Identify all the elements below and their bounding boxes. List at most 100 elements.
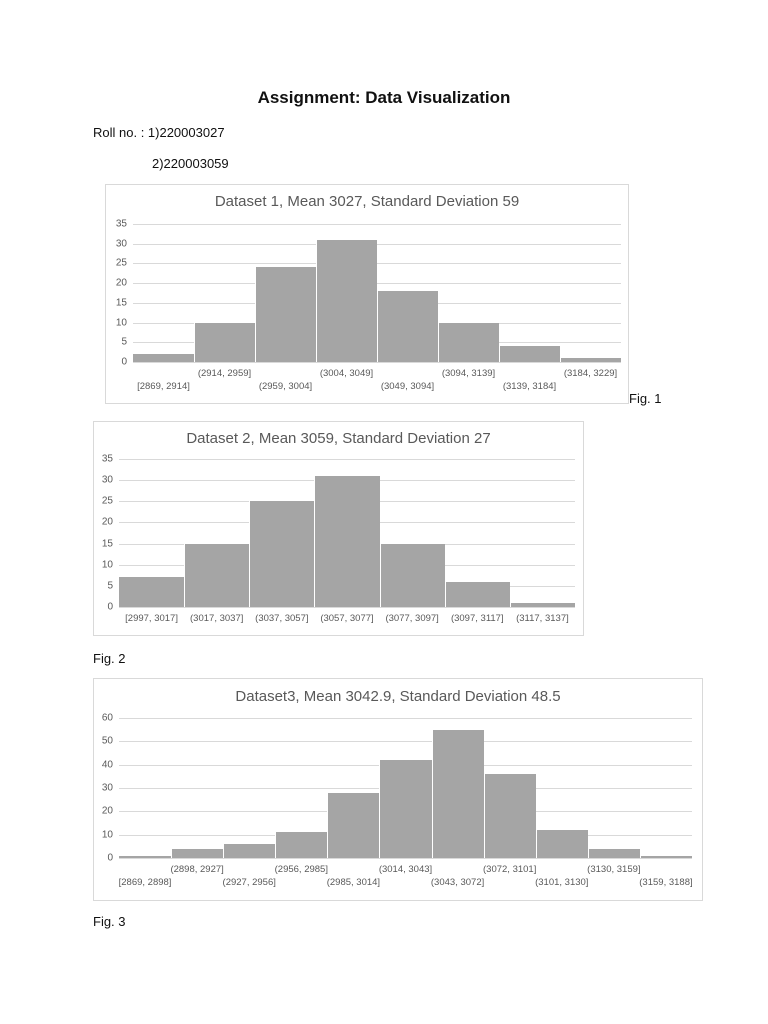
figure-caption-3: Fig. 3 xyxy=(93,914,126,929)
histogram-bar xyxy=(119,577,185,607)
histogram-bar xyxy=(483,774,536,858)
chart-title: Dataset 2, Mean 3059, Standard Deviation… xyxy=(186,430,491,447)
x-axis-tick-label: (3049, 3094] xyxy=(380,381,435,392)
x-axis-tick-label: (3043, 3072] xyxy=(430,877,485,888)
chart-dataset-1: Dataset 1, Mean 3027, Standard Deviation… xyxy=(105,184,629,404)
histogram-bar xyxy=(255,267,316,362)
y-axis-tick-label: 50 xyxy=(101,735,113,747)
plot-area: 0 10 20 30 40 50 60 [2869, 2898] (2898, 2927] (29… xyxy=(102,713,693,889)
y-axis-tick-label: 35 xyxy=(101,453,113,465)
histogram-bar xyxy=(431,729,484,858)
gridline xyxy=(119,718,692,719)
y-axis-tick-label: 25 xyxy=(115,257,127,269)
figure-caption-1: Fig. 1 xyxy=(629,391,662,406)
gridline xyxy=(119,858,692,859)
gridline xyxy=(133,224,621,225)
y-axis-tick-label: 25 xyxy=(101,495,113,507)
histogram-bar xyxy=(223,844,276,858)
y-axis-tick-label: 15 xyxy=(101,538,113,550)
x-axis-tick-label: (3057, 3077] xyxy=(320,613,374,624)
y-axis-tick-label: 20 xyxy=(101,516,113,528)
roll-number-1: Roll no. : 1)220003027 xyxy=(93,125,225,140)
histogram-bar xyxy=(438,322,499,362)
x-axis-tick-label: (3097, 3117] xyxy=(450,613,504,624)
x-axis-tick-label: (3184, 3229] xyxy=(563,368,618,379)
histogram-bar xyxy=(327,792,380,858)
y-axis-tick-label: 0 xyxy=(107,601,113,613)
histogram-bar xyxy=(249,501,315,607)
y-axis-tick-label: 10 xyxy=(115,317,127,329)
x-axis-tick-label: (3077, 3097] xyxy=(385,613,439,624)
y-axis-tick-label: 10 xyxy=(101,559,113,571)
y-axis-tick-label: 30 xyxy=(115,238,127,250)
histogram-bar xyxy=(587,848,640,858)
histogram-bar xyxy=(377,291,438,362)
x-axis-tick-label: [2869, 2898] xyxy=(118,877,172,888)
x-axis-tick-label: (3159, 3188] xyxy=(639,877,693,888)
y-axis-tick-label: 30 xyxy=(101,474,113,486)
histogram-bar xyxy=(275,832,328,858)
y-axis-tick-label: 0 xyxy=(107,852,113,864)
y-axis-tick-label: 15 xyxy=(115,297,127,309)
x-axis-tick-label: (3130, 3159] xyxy=(587,864,641,875)
histogram-bar xyxy=(379,760,432,858)
y-axis-tick-label: 40 xyxy=(101,759,113,771)
gridline xyxy=(133,263,621,265)
plot-area: 0 5 10 15 20 25 30 35 [2997, 3017] (3017, 3037] (3… xyxy=(102,454,575,624)
y-axis-tick-label: 60 xyxy=(101,712,113,724)
gridline xyxy=(119,741,692,743)
x-axis-tick-label: (3101, 3130] xyxy=(535,877,589,888)
gridline xyxy=(133,243,621,245)
chart-title: Dataset3, Mean 3042.9, Standard Deviatio… xyxy=(235,688,561,705)
x-axis-tick-label: (3139, 3184] xyxy=(502,381,557,392)
x-axis-tick-label: (2927, 2956] xyxy=(222,877,276,888)
gridline xyxy=(119,607,575,608)
document-title: Assignment: Data Visualization xyxy=(257,88,511,107)
y-axis-tick-label: 5 xyxy=(121,336,127,348)
histogram-bar xyxy=(509,602,575,607)
x-axis-tick-label: (2985, 3014] xyxy=(326,877,381,888)
y-axis-tick-label: 20 xyxy=(101,805,113,817)
plot-area: 0 5 10 15 20 25 30 35 [2869, 2914] (2914, 2959] (2… xyxy=(116,219,621,392)
x-axis-tick-label: (2956, 2985] xyxy=(274,864,328,875)
x-axis-tick-label: (3014, 3043] xyxy=(378,864,433,875)
x-axis-tick-label: (2914, 2959] xyxy=(197,368,252,379)
histogram-bar xyxy=(314,475,380,607)
histogram-bar xyxy=(133,354,194,362)
histogram-bar xyxy=(184,543,250,607)
x-axis-tick-label: (2959, 3004] xyxy=(258,381,313,392)
histogram-bar xyxy=(194,322,255,362)
histogram-bar xyxy=(499,346,560,362)
histogram-bar xyxy=(560,358,621,362)
figure-caption-2: Fig. 2 xyxy=(93,651,126,666)
roll-number-2: 2)220003059 xyxy=(152,156,229,171)
y-axis-tick-label: 20 xyxy=(115,277,127,289)
x-axis-tick-label: (3017, 3037] xyxy=(190,613,244,624)
y-axis-tick-label: 0 xyxy=(121,356,127,368)
gridline xyxy=(119,459,575,460)
y-axis-tick-label: 35 xyxy=(115,218,127,230)
x-axis-tick-label: (3094, 3139] xyxy=(441,368,496,379)
x-axis-tick-label: (3072, 3101] xyxy=(482,864,537,875)
histogram-bar xyxy=(535,830,588,858)
x-axis-tick-label: (3117, 3137] xyxy=(516,613,569,624)
x-axis-tick-label: (2898, 2927] xyxy=(170,864,224,875)
histogram-bar xyxy=(444,581,510,607)
chart-dataset-2: Dataset 2, Mean 3059, Standard Deviation… xyxy=(93,421,584,636)
histogram-bar xyxy=(639,855,692,858)
histogram-bar xyxy=(379,543,445,607)
histogram-bar xyxy=(119,855,172,858)
chart-title: Dataset 1, Mean 3027, Standard Deviation… xyxy=(214,193,520,210)
y-axis-tick-label: 10 xyxy=(101,829,113,841)
y-axis-tick-label: 30 xyxy=(101,782,113,794)
y-axis-tick-label: 5 xyxy=(107,580,113,592)
x-axis-tick-label: [2869, 2914] xyxy=(137,381,190,392)
gridline xyxy=(133,283,621,285)
gridline xyxy=(133,362,621,363)
histogram-bar xyxy=(171,848,224,858)
histogram-bar xyxy=(316,239,377,362)
x-axis-tick-label: [2997, 3017] xyxy=(125,613,178,624)
x-axis-tick-label: (3004, 3049] xyxy=(319,368,374,379)
chart-dataset-3: Dataset3, Mean 3042.9, Standard Deviatio… xyxy=(93,678,703,901)
x-axis-tick-label: (3037, 3057] xyxy=(255,613,309,624)
